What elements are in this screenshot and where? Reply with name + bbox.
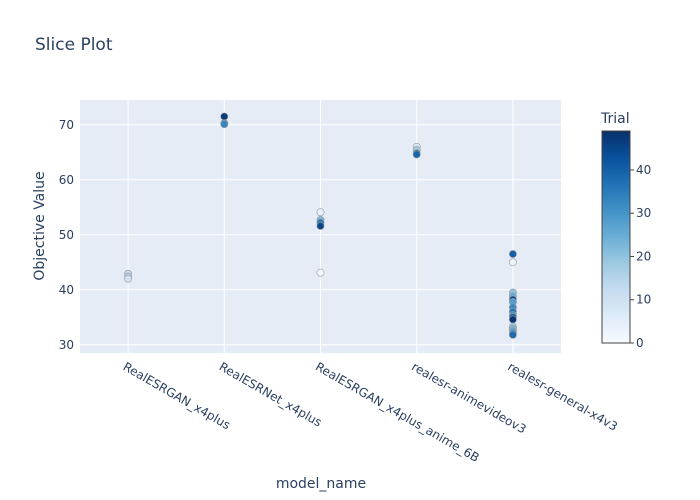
data-point: [509, 330, 517, 339]
x-tick-label: RealESRGAN_x4plus_anime_6B: [313, 359, 482, 464]
y-tick-label: 40: [59, 283, 74, 297]
y-tick-label: 50: [59, 228, 74, 242]
colorbar-tick-label: 20: [636, 249, 651, 263]
y-axis-title: Objective Value: [32, 171, 48, 280]
y-tick-label: 30: [59, 338, 74, 352]
colorbar-tick-label: 0: [636, 336, 644, 350]
data-point: [316, 208, 325, 217]
y-tick-label: 60: [59, 173, 74, 187]
colorbar-tick-label: 30: [636, 206, 651, 220]
colorbar-ticks: 0 10 20 30 40: [630, 163, 651, 350]
x-axis-title: model_name: [276, 476, 366, 492]
data-point: [220, 112, 229, 121]
data-point: [316, 222, 325, 230]
colorbar: Trial 0 10 20 30 40: [600, 111, 651, 350]
data-point: [316, 268, 325, 277]
colorbar-title: Trial: [600, 111, 630, 127]
data-point: [509, 258, 517, 267]
data-point: [412, 150, 421, 159]
y-tick-label: 70: [59, 118, 74, 132]
y-axis-ticks: 30 40 50 60 70: [59, 118, 74, 352]
chart-title: Slice Plot: [35, 35, 113, 55]
colorbar-tick-label: 10: [636, 293, 651, 307]
data-point: [509, 250, 517, 258]
x-tick-label: RealESRGAN_x4plus: [121, 359, 233, 432]
data-points: [124, 112, 517, 339]
x-tick-label: RealESRNet_x4plus: [217, 359, 324, 429]
colorbar-tick-label: 40: [636, 163, 651, 177]
data-point: [509, 315, 517, 324]
data-point: [124, 274, 133, 283]
data-point: [220, 120, 229, 129]
colorbar-gradient: [601, 130, 631, 344]
x-axis-ticks: RealESRGAN_x4plusRealESRNet_x4plusRealES…: [121, 359, 620, 464]
